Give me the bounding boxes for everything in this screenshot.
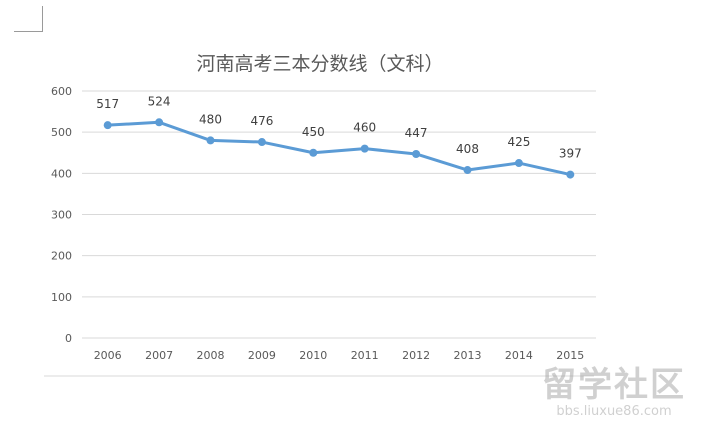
series-layer (103, 118, 575, 179)
data-point (309, 148, 318, 157)
y-tick-label: 600 (51, 85, 72, 98)
data-point (412, 149, 421, 158)
data-label: 480 (199, 112, 222, 126)
series-line (106, 120, 572, 177)
x-tick-label: 2015 (556, 349, 584, 362)
x-tick-label: 2008 (197, 349, 225, 362)
y-tick-label: 500 (51, 126, 72, 139)
watermark-url: bbs.liuxue86.com (556, 404, 672, 419)
x-tick-label: 2014 (505, 349, 533, 362)
gridlines (82, 90, 596, 339)
data-point (155, 118, 164, 127)
data-point (206, 136, 215, 145)
y-tick-label: 200 (51, 250, 72, 263)
corner-crop-mark (14, 6, 43, 32)
data-label: 476 (250, 114, 273, 128)
data-label: 408 (456, 142, 479, 156)
x-tick-label: 2013 (454, 349, 482, 362)
data-point (463, 166, 472, 175)
data-point (514, 159, 523, 168)
chart-title: 河南高考三本分数线（文科） (196, 53, 443, 75)
y-tick-label: 100 (51, 291, 72, 304)
x-axis-tick-labels: 2006 2007 2008 2009 2010 2011 2012 2013 2014 2015 (94, 349, 585, 362)
x-tick-label: 2007 (145, 349, 173, 362)
watermark-name: 留学社区 (542, 365, 686, 405)
data-labels: 517 524 480 476 450 460 447 408 425 397 (96, 94, 582, 160)
y-tick-label: 400 (51, 167, 72, 180)
data-point (566, 170, 575, 179)
data-label: 397 (559, 147, 582, 161)
data-label: 447 (405, 126, 428, 140)
x-tick-label: 2012 (402, 349, 430, 362)
x-tick-label: 2010 (299, 349, 327, 362)
data-label: 450 (302, 125, 325, 139)
y-tick-label: 300 (51, 209, 72, 222)
data-label: 524 (148, 94, 171, 108)
data-label: 460 (353, 121, 376, 135)
x-tick-label: 2011 (351, 349, 379, 362)
data-label: 517 (96, 97, 119, 111)
y-axis-tick-labels: 0 100 200 300 400 500 600 (51, 85, 72, 345)
x-tick-label: 2009 (248, 349, 276, 362)
data-point (257, 138, 266, 147)
data-label: 425 (507, 135, 530, 149)
y-tick-label: 0 (65, 332, 72, 345)
watermark-logo: 留学社区 bbs.liuxue86.com (534, 366, 694, 419)
data-point (103, 121, 112, 130)
data-point (360, 144, 369, 153)
x-tick-label: 2006 (94, 349, 122, 362)
